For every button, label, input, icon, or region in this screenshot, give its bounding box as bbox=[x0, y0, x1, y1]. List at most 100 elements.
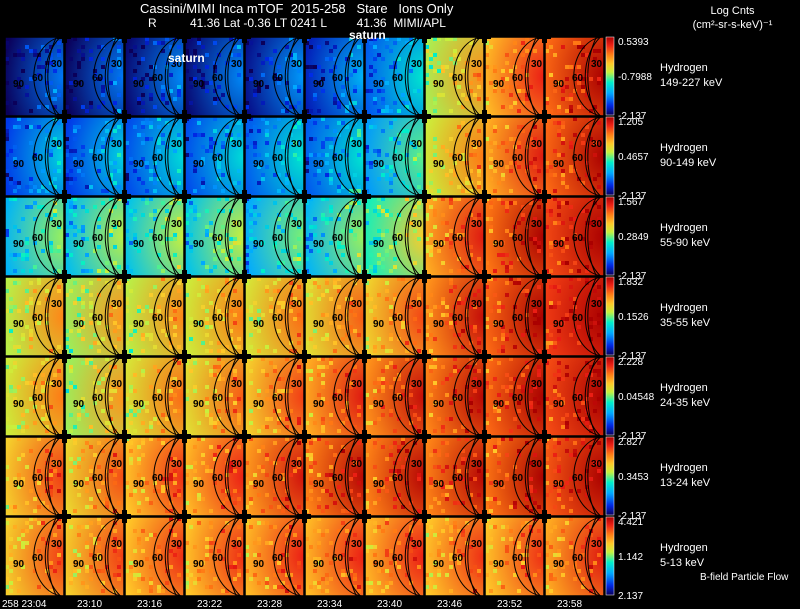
cell-speckle bbox=[321, 373, 325, 377]
cell-speckle bbox=[21, 217, 25, 221]
cell-speckle bbox=[269, 61, 273, 65]
cell-speckle bbox=[485, 549, 489, 553]
contour-line bbox=[587, 356, 597, 437]
cell-speckle bbox=[385, 209, 389, 213]
contour-label: 90 bbox=[13, 319, 25, 330]
contour-label: 30 bbox=[171, 459, 183, 470]
cell-speckle bbox=[161, 277, 165, 281]
cell-speckle bbox=[149, 229, 153, 233]
cell-speckle bbox=[497, 301, 501, 305]
cell-speckle bbox=[37, 469, 41, 473]
contour-line bbox=[47, 436, 57, 517]
cell-speckle bbox=[453, 525, 457, 529]
cell-speckle bbox=[329, 241, 333, 245]
cell-speckle bbox=[5, 81, 9, 85]
cell-speckle bbox=[105, 121, 109, 125]
cell-speckle bbox=[477, 165, 481, 169]
cell-speckle bbox=[65, 233, 69, 237]
cell-speckle bbox=[129, 449, 133, 453]
cell-speckle bbox=[21, 333, 25, 337]
cell-speckle bbox=[153, 393, 157, 397]
cell-speckle bbox=[525, 505, 529, 509]
cell-speckle bbox=[441, 485, 445, 489]
cell-speckle bbox=[517, 85, 521, 89]
cell-speckle bbox=[477, 257, 481, 261]
cell-speckle bbox=[253, 125, 257, 129]
cell-speckle bbox=[29, 329, 33, 333]
cell-speckle bbox=[249, 141, 253, 145]
cell-speckle bbox=[377, 377, 381, 381]
cell-speckle bbox=[33, 217, 37, 221]
cell-speckle bbox=[105, 501, 109, 505]
cell-speckle bbox=[105, 373, 109, 377]
cell-speckle bbox=[317, 169, 321, 173]
cell-speckle bbox=[321, 577, 325, 581]
cell-speckle bbox=[5, 585, 9, 589]
cell-speckle bbox=[353, 101, 357, 105]
cell-speckle bbox=[549, 73, 553, 77]
cell-speckle bbox=[325, 57, 329, 61]
contour-label: 60 bbox=[572, 313, 584, 324]
cell-speckle bbox=[429, 293, 433, 297]
cell-speckle bbox=[577, 65, 581, 69]
cell-speckle bbox=[53, 145, 57, 149]
cell-speckle bbox=[29, 141, 33, 145]
cell-speckle bbox=[29, 381, 33, 385]
cell-speckle bbox=[249, 221, 253, 225]
cell-speckle bbox=[277, 261, 281, 265]
cell-speckle bbox=[197, 121, 201, 125]
cell-speckle bbox=[277, 377, 281, 381]
cell-speckle bbox=[573, 441, 577, 445]
cell-speckle bbox=[321, 397, 325, 401]
cell-speckle bbox=[237, 489, 241, 493]
cell-speckle bbox=[313, 225, 317, 229]
cell-border bbox=[424, 196, 485, 277]
cell-speckle bbox=[357, 457, 361, 461]
cell-speckle bbox=[425, 525, 429, 529]
cell-speckle bbox=[317, 557, 321, 561]
contour-line bbox=[404, 436, 421, 517]
cell-speckle bbox=[565, 437, 569, 441]
cell-speckle bbox=[289, 389, 293, 393]
cell-speckle bbox=[197, 37, 201, 41]
cell-speckle bbox=[185, 549, 189, 553]
cell-speckle bbox=[585, 485, 589, 489]
junction-cross bbox=[362, 110, 367, 123]
cell-speckle bbox=[225, 473, 229, 477]
cell-speckle bbox=[309, 481, 313, 485]
cell-speckle bbox=[25, 381, 29, 385]
contour-label: 60 bbox=[272, 473, 284, 484]
cell-speckle bbox=[341, 469, 345, 473]
cell-speckle bbox=[449, 401, 453, 405]
cell-speckle bbox=[173, 185, 177, 189]
cell-speckle bbox=[581, 417, 585, 421]
cell-speckle bbox=[205, 361, 209, 365]
cell-speckle bbox=[33, 321, 37, 325]
cell-speckle bbox=[45, 425, 49, 429]
cell-speckle bbox=[177, 137, 181, 141]
cell-speckle bbox=[29, 205, 33, 209]
contour-line bbox=[407, 36, 417, 117]
cell-speckle bbox=[53, 69, 57, 73]
contour-line bbox=[47, 116, 57, 197]
contour-label: 30 bbox=[471, 379, 483, 390]
cell-speckle bbox=[17, 425, 21, 429]
cell-speckle bbox=[137, 457, 141, 461]
cell-speckle bbox=[333, 57, 337, 61]
cell-speckle bbox=[17, 457, 21, 461]
cell-speckle bbox=[253, 89, 257, 93]
cell-speckle bbox=[69, 381, 73, 385]
cell-speckle bbox=[261, 61, 265, 65]
cell-speckle bbox=[493, 321, 497, 325]
cell-speckle bbox=[433, 585, 437, 589]
cell-speckle bbox=[97, 169, 101, 173]
cell-speckle bbox=[69, 329, 73, 333]
cell-speckle bbox=[25, 409, 29, 413]
cell-speckle bbox=[365, 365, 369, 369]
cell-speckle bbox=[29, 525, 33, 529]
cell-speckle bbox=[209, 141, 213, 145]
species-label: Hydrogen bbox=[660, 222, 708, 234]
contour-line bbox=[213, 516, 245, 597]
cell-speckle bbox=[417, 565, 421, 569]
